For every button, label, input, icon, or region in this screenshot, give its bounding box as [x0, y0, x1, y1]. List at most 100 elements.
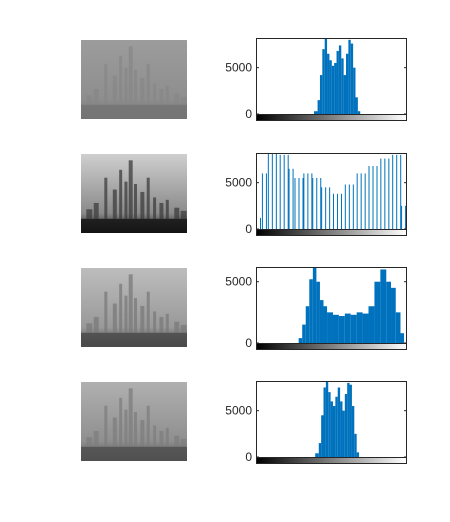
histogram-bar	[305, 306, 310, 343]
histogram-bar	[303, 173, 305, 229]
skyline-tower	[104, 63, 108, 105]
skyline-tower	[140, 191, 145, 219]
histogram-bar	[347, 382, 350, 457]
histogram-bar	[327, 53, 330, 114]
intensity-colorbar	[256, 114, 407, 121]
histogram-bar	[376, 165, 378, 229]
histogram-bar	[292, 168, 294, 229]
skyline-tower	[153, 197, 157, 219]
histogram-bar	[357, 111, 361, 114]
skyline-tower	[174, 207, 180, 219]
skyline-tower	[104, 177, 108, 219]
histogram-bar	[302, 324, 306, 343]
skyline-tower	[180, 210, 187, 219]
skyline-tower	[153, 311, 157, 333]
skyline-tower	[180, 96, 187, 105]
histogram-bar	[405, 205, 407, 229]
histogram-bar	[260, 217, 261, 229]
histogram-bar	[322, 49, 325, 115]
skyline-tower	[159, 430, 164, 447]
histogram-bar	[396, 154, 398, 229]
histogram-bar	[279, 154, 281, 229]
histogram-bar	[346, 53, 349, 114]
histogram-bar	[340, 401, 343, 457]
skyline-tower	[174, 93, 180, 105]
skyline-tower	[112, 303, 117, 333]
histogram-bar	[294, 178, 296, 229]
y-tick-label: 0	[245, 450, 252, 464]
histogram-bar	[351, 406, 355, 457]
histogram-bar	[283, 154, 285, 229]
skyline-tower	[128, 160, 133, 219]
histogram-panel-1: 0 5000	[225, 38, 407, 121]
skyline-tower	[146, 177, 150, 219]
skyline-tower	[134, 298, 137, 333]
grayscale-photo-3	[81, 268, 187, 347]
histogram-bar	[302, 178, 304, 229]
y-tick-label: 5000	[225, 404, 252, 418]
skyline-tower	[165, 85, 169, 105]
y-tick-label: 5000	[225, 275, 252, 289]
histogram-bar	[316, 178, 318, 229]
skyline-tower	[140, 305, 145, 333]
grayscale-photo-1	[81, 40, 187, 119]
skyline-tower	[86, 95, 93, 105]
histogram-bar	[374, 281, 381, 343]
histogram-bar	[275, 153, 277, 229]
histogram-bar	[380, 158, 382, 229]
histogram-bar	[307, 173, 309, 229]
skyline-tower	[146, 63, 150, 105]
histogram-bar	[352, 184, 354, 229]
skyline-tower	[159, 316, 164, 333]
histogram-bar	[332, 193, 334, 229]
skyline-tower	[174, 435, 180, 447]
histogram-bar	[319, 300, 324, 343]
histogram-bar	[325, 187, 327, 229]
histogram-bar	[341, 58, 344, 114]
histogram-bar	[355, 97, 358, 114]
histogram-panel-2: 0 5000	[225, 153, 407, 236]
plot-frame	[256, 153, 407, 230]
skyline-tower	[153, 83, 157, 105]
skyline-tower	[159, 202, 164, 219]
histogram-bar	[312, 267, 317, 343]
histogram-bar	[388, 158, 390, 229]
histogram-bar	[336, 193, 338, 229]
histogram-bar	[319, 75, 323, 114]
skyline-tower	[159, 88, 164, 105]
skyline-tower	[140, 419, 145, 447]
histogram-bar	[356, 173, 358, 229]
histogram-bar	[338, 45, 342, 114]
skyline-tower	[134, 412, 137, 447]
histogram-bar	[368, 165, 370, 229]
histogram-bar	[332, 314, 339, 343]
histogram-bar	[298, 338, 303, 343]
riverbank	[81, 332, 187, 347]
histogram-bar	[400, 333, 405, 343]
histogram-bar	[330, 401, 333, 457]
histogram-bar	[321, 415, 324, 457]
y-tick-label: 0	[245, 336, 252, 350]
skyline-tower	[86, 209, 93, 219]
histogram-bar	[327, 312, 333, 343]
skyline-tower	[128, 274, 133, 333]
histogram-bar	[344, 184, 346, 229]
skyline-tower	[128, 388, 133, 447]
histogram-bar	[340, 193, 342, 229]
skyline-tower	[134, 184, 137, 219]
histogram-bar	[350, 314, 357, 343]
histogram-bar	[372, 165, 374, 229]
histogram-bar	[315, 453, 319, 457]
y-tick-label: 5000	[225, 61, 252, 75]
skyline-tower	[104, 405, 108, 447]
histogram-bar	[324, 38, 328, 114]
histogram-bar	[314, 111, 318, 114]
grayscale-photo-4	[81, 382, 187, 461]
histogram-bar	[261, 173, 263, 229]
riverbank	[81, 104, 187, 119]
skyline-tower	[180, 324, 187, 333]
grayscale-photo-2	[81, 154, 187, 233]
skyline-tower	[86, 323, 93, 333]
histogram-bar	[348, 39, 351, 114]
